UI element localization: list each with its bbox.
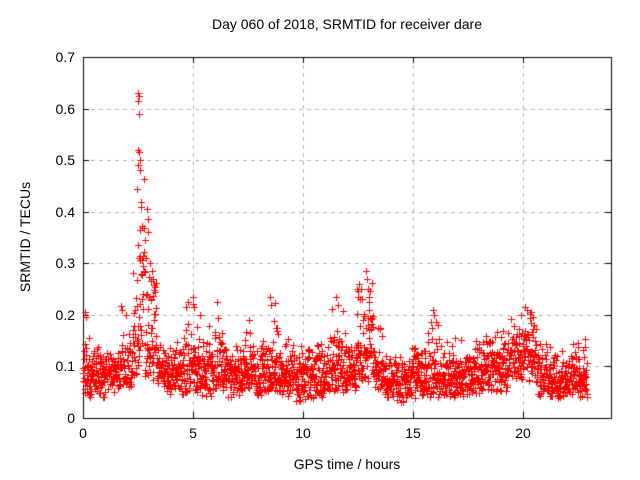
y-tick-label: 0.4 <box>55 204 75 220</box>
x-tick-label: 15 <box>405 425 421 441</box>
y-tick-label: 0.6 <box>55 101 75 117</box>
x-tick-label: 10 <box>295 425 311 441</box>
chart-title: Day 060 of 2018, SRMTID for receiver dar… <box>211 16 482 32</box>
y-tick-label: 0.3 <box>55 255 75 271</box>
y-tick-label: 0.5 <box>55 152 75 168</box>
x-axis-label: GPS time / hours <box>293 456 401 472</box>
y-tick-label: 0 <box>67 410 75 426</box>
y-tick-label: 0.1 <box>55 358 75 374</box>
x-tick-label: 0 <box>79 425 87 441</box>
x-tick-label: 5 <box>189 425 197 441</box>
x-tick-label: 20 <box>515 425 531 441</box>
y-tick-label: 0.2 <box>55 307 75 323</box>
y-tick-label: 0.7 <box>55 49 75 65</box>
